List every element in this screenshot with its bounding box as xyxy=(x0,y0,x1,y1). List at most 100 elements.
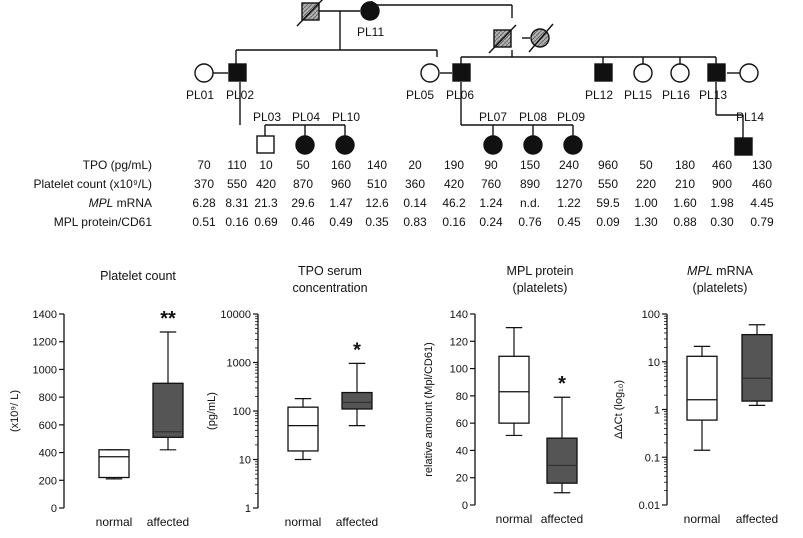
table-cell: 870 xyxy=(293,177,313,191)
y-tick-label: 0 xyxy=(462,500,468,512)
table-cell: 0.09 xyxy=(596,215,620,229)
box-iqr xyxy=(98,449,130,479)
x-category-label: affected xyxy=(541,512,583,526)
table-cell: 0.24 xyxy=(479,215,503,229)
table-cell: 0.69 xyxy=(254,215,278,229)
y-tick-label: 1000 xyxy=(33,364,57,376)
y-tick-label: 100 xyxy=(233,406,251,418)
x-category-label: affected xyxy=(336,515,378,529)
y-tick-label: 10 xyxy=(648,357,660,369)
pedigree-label-PL03: PL03 xyxy=(253,110,281,124)
y-tick-label: 80 xyxy=(456,391,468,403)
x-category-label: affected xyxy=(736,512,778,526)
table-cell: 960 xyxy=(331,177,351,191)
y-tick-label: 0.01 xyxy=(639,500,660,512)
chart-title-line2: (platelets) xyxy=(693,281,748,295)
pedigree-symbol-PL15 xyxy=(633,63,653,83)
table-cell: 0.14 xyxy=(403,196,427,210)
table-cell: 180 xyxy=(675,158,695,172)
significance-marker: * xyxy=(353,339,361,361)
table-cell: 1.00 xyxy=(634,196,658,210)
table-cell: 460 xyxy=(712,158,732,172)
y-axis-label: (x10⁹/ L) xyxy=(9,390,21,432)
y-tick-label: 20 xyxy=(456,473,468,485)
table-cell: 0.45 xyxy=(557,215,581,229)
table-cell: 1.30 xyxy=(634,215,658,229)
pedigree-label-PL05: PL05 xyxy=(406,88,434,102)
table-cell: 0.76 xyxy=(518,215,542,229)
pedigree-label-PL01: PL01 xyxy=(186,88,214,102)
table-cell: 550 xyxy=(227,177,247,191)
y-tick-label: 1400 xyxy=(33,309,57,321)
chart-title: TPO serum xyxy=(298,264,362,278)
pedigree-symbol-PL13 xyxy=(707,63,726,82)
table-cell: 160 xyxy=(331,158,351,172)
pedigree-symbol-PL01 xyxy=(194,63,214,83)
table-row-label: TPO (pg/mL) xyxy=(83,158,152,172)
y-tick-label: 0 xyxy=(51,503,57,515)
table-cell: 10 xyxy=(259,158,273,172)
table-cell: 420 xyxy=(256,177,276,191)
box-iqr xyxy=(686,355,718,421)
table-row-label: Platelet count (x10⁹/L) xyxy=(33,177,152,191)
box-plot-panel: MPL protein (platelets) 0 20 40 60 80 100 120 140… xyxy=(423,264,583,526)
table-cell: 760 xyxy=(481,177,501,191)
table-cell: 70 xyxy=(197,158,211,172)
table-cell: 12.6 xyxy=(365,196,389,210)
pedigree-label-PL07: PL07 xyxy=(479,110,507,124)
y-tick-label: 200 xyxy=(39,475,57,487)
table-cell: 0.35 xyxy=(365,215,389,229)
y-tick-label: 1 xyxy=(245,503,251,515)
table-cell: 46.2 xyxy=(442,196,466,210)
pedigree-symbol-PL12 xyxy=(594,63,613,82)
table-cell: 420 xyxy=(444,177,464,191)
chart-title: MPL protein xyxy=(507,264,574,278)
pedigree-symbol-PL05 xyxy=(420,63,440,83)
pedigree-symbol-PL08 xyxy=(523,135,543,155)
pedigree-label-PL16: PL16 xyxy=(662,88,690,102)
box-plot-panel: Platelet count 0 200 400 600 800 1000 1200 1400 (… xyxy=(9,269,189,529)
y-tick-label: 10000 xyxy=(220,309,251,321)
table-cell: 900 xyxy=(712,177,732,191)
pedigree-labels: PL11 PL01 PL02 PL03 PL04 PL10 PL05 PL06 … xyxy=(186,25,764,124)
pedigree-label-PL09: PL09 xyxy=(557,110,585,124)
box-iqr xyxy=(741,333,773,402)
table-cell: 0.51 xyxy=(192,215,216,229)
y-tick-label: 1200 xyxy=(33,337,57,349)
pedigree-symbol-PL04 xyxy=(295,135,315,155)
table-cell: 0.79 xyxy=(750,215,774,229)
x-category-label: normal xyxy=(684,512,721,526)
pedigree-symbol-PL02 xyxy=(228,63,247,82)
table-cell: 210 xyxy=(675,177,695,191)
x-category-label: affected xyxy=(147,515,189,529)
pedigree-symbol-PL11 xyxy=(360,1,380,21)
table-cell: 550 xyxy=(598,177,618,191)
y-tick-label: 10 xyxy=(239,455,251,467)
table-cell: 21.3 xyxy=(254,196,278,210)
table-cell: 29.6 xyxy=(291,196,315,210)
pedigree-label-PL13: PL13 xyxy=(699,88,727,102)
pedigree xyxy=(212,1,744,138)
table-cell: 90 xyxy=(484,158,498,172)
table-cell: 59.5 xyxy=(596,196,620,210)
y-axis-label: ΔΔCt (log₁₀) xyxy=(613,380,625,439)
y-axis-label: (pg/mL) xyxy=(206,392,218,430)
table-cell: 6.28 xyxy=(192,196,216,210)
table-cell: 890 xyxy=(520,177,540,191)
table-cell: 1270 xyxy=(556,177,583,191)
box-iqr xyxy=(546,437,578,484)
pedigree-symbol-PL10 xyxy=(335,135,355,155)
table-cell: 460 xyxy=(752,177,772,191)
box-iqr xyxy=(341,391,373,410)
table-cell: 370 xyxy=(194,177,214,191)
pedigree-label-PL04: PL04 xyxy=(292,110,320,124)
pedigree-symbol-PL06 xyxy=(452,63,471,82)
pedigree-label-PL14: PL14 xyxy=(736,110,764,124)
table-cell: 1.22 xyxy=(557,196,581,210)
table-cell: 130 xyxy=(752,158,772,172)
box-plot-charts: Platelet count0200400600800100012001400(… xyxy=(9,264,778,529)
y-tick-label: 140 xyxy=(450,309,468,321)
pedigree-label-PL02: PL02 xyxy=(226,88,254,102)
table-cell: 50 xyxy=(639,158,653,172)
